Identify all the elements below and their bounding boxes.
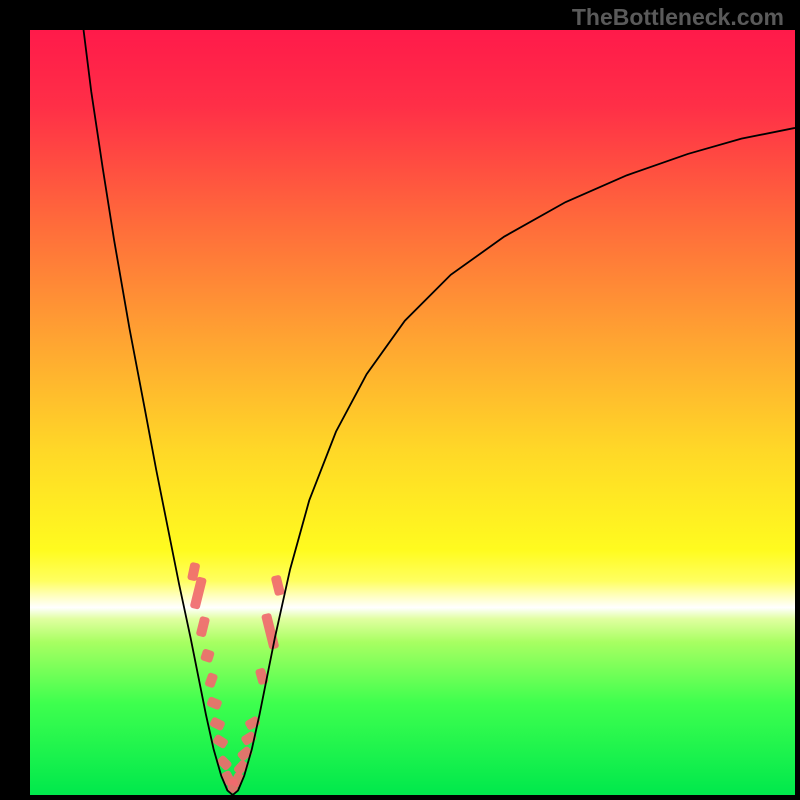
plot-area [30, 30, 795, 795]
marker-layer [187, 562, 285, 793]
curve-marker [206, 696, 223, 711]
curve-marker [271, 574, 286, 596]
curve-marker [190, 576, 207, 609]
curve-marker [204, 672, 218, 689]
curve-marker [209, 716, 226, 731]
outer-frame: TheBottleneck.com [0, 0, 800, 800]
curve-marker [200, 648, 215, 663]
bottleneck-curve [84, 30, 795, 795]
curve-marker [212, 734, 229, 750]
chart-svg [30, 30, 795, 795]
watermark-text: TheBottleneck.com [572, 4, 784, 31]
curve-marker [196, 616, 211, 638]
